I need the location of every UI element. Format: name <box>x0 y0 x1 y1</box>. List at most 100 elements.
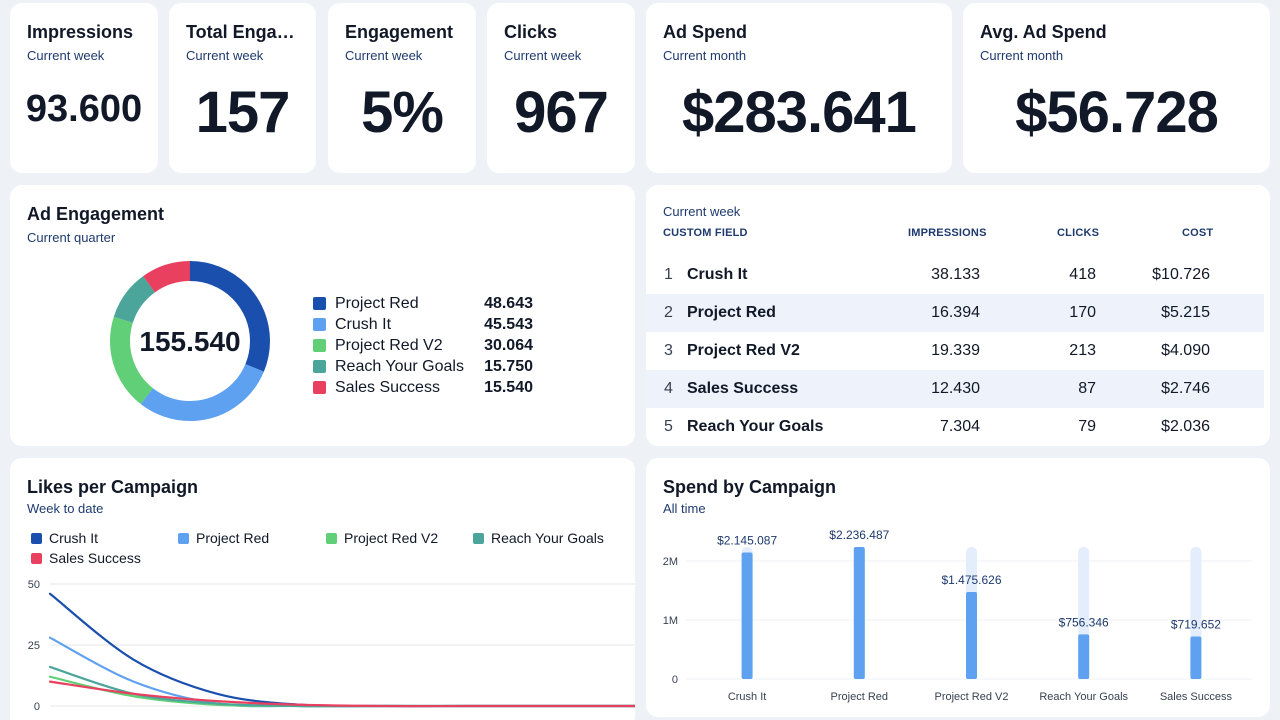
donut-slice-project-red-v2[interactable] <box>110 261 270 421</box>
row-impressions: 19.339 <box>931 342 980 359</box>
kpi-card-impressions: Impressions Current week 93.600 <box>10 3 158 173</box>
kpi-title: Engagement <box>345 22 454 42</box>
row-index: 5 <box>664 418 673 435</box>
row-name: Crush It <box>687 266 748 283</box>
table-subtitle: Current week <box>663 204 741 219</box>
campaign-table-card: Current week CUSTOM FIELD IMPRESSIONS CL… <box>646 185 1270 446</box>
bar-value-label: $719.652 <box>1171 618 1221 632</box>
kpi-title: Avg. Ad Spend <box>980 22 1107 42</box>
legend-item[interactable]: Reach Your Goals <box>473 530 604 546</box>
legend-swatch <box>313 360 326 373</box>
table-row[interactable]: 1 Crush It 38.133 418 $10.726 <box>646 256 1264 294</box>
kpi-subtitle: Current month <box>663 48 747 63</box>
legend-label: Reach Your Goals <box>491 530 604 546</box>
row-clicks: 213 <box>1069 342 1096 359</box>
kpi-subtitle: Current week <box>345 48 423 63</box>
y-tick-label: 1M <box>663 615 678 627</box>
row-cost: $2.036 <box>1161 418 1210 435</box>
kpi-subtitle: Current month <box>980 48 1064 63</box>
legend-swatch <box>313 318 326 331</box>
legend-swatch <box>313 339 326 352</box>
kpi-value: $283.641 <box>682 80 917 145</box>
row-cost: $2.746 <box>1161 380 1210 397</box>
row-name: Project Red V2 <box>687 342 800 359</box>
kpi-title: Total Engagements <box>186 22 300 42</box>
kpi-card-ad-spend: Ad Spend Current month $283.641 <box>646 3 952 173</box>
bar-crush-it[interactable] <box>741 552 753 679</box>
legend-item[interactable]: Sales Success <box>31 550 141 566</box>
card-title: Ad Engagement <box>27 204 165 224</box>
legend-value: 30.064 <box>484 336 533 354</box>
x-category-label: Project Red V2 <box>935 691 1009 703</box>
kpi-title: Ad Spend <box>663 22 747 42</box>
x-category-label: Project Red <box>831 691 888 703</box>
kpi-title: Impressions <box>27 22 134 42</box>
kpi-value: 93.600 <box>25 88 143 130</box>
legend-item[interactable]: Crush It <box>31 530 98 546</box>
card-subtitle: All time <box>663 501 706 516</box>
row-index: 1 <box>664 266 673 283</box>
line-series-crush-it[interactable] <box>48 592 635 708</box>
line-series-reach-your-goals[interactable] <box>48 665 635 708</box>
spend-chart-card: Spend by Campaign All time 0 1M 2M $2.145.0… <box>646 458 1270 717</box>
kpi-card-avg-ad-spend: Avg. Ad Spend Current month $56.728 <box>963 3 1270 173</box>
y-tick-label: 50 <box>28 579 40 591</box>
row-cost: $5.215 <box>1161 304 1210 321</box>
legend-label: Project Red V2 <box>335 336 443 354</box>
legend-label: Project Red V2 <box>344 530 439 546</box>
line-series-project-red-v2[interactable] <box>48 675 635 708</box>
bar-reach-your-goals[interactable] <box>1078 634 1090 679</box>
table-row[interactable]: 4 Sales Success 12.430 87 $2.746 <box>646 370 1264 408</box>
y-tick-label: 25 <box>28 640 40 652</box>
kpi-subtitle: Current week <box>186 48 264 63</box>
legend-swatch <box>473 532 484 544</box>
row-clicks: 418 <box>1069 266 1096 283</box>
legend-label: Reach Your Goals <box>335 357 464 375</box>
row-clicks: 170 <box>1069 304 1096 321</box>
table-row[interactable]: 3 Project Red V2 19.339 213 $4.090 <box>646 332 1264 370</box>
bar-value-label: $1.475.626 <box>941 573 1001 587</box>
card-subtitle: Week to date <box>27 501 104 516</box>
legend-swatch <box>31 532 42 544</box>
legend-swatch <box>313 297 326 310</box>
spend-bar-chart: 0 1M 2M $2.145.087 Crush It $2.236.487 Project… <box>663 528 1252 703</box>
likes-line-chart: 50 25 0 <box>28 579 635 713</box>
row-clicks: 87 <box>1078 380 1096 397</box>
bar-project-red[interactable] <box>853 547 865 679</box>
row-index: 2 <box>664 304 673 321</box>
kpi-value: 967 <box>514 80 609 145</box>
donut-slice-crush-it[interactable] <box>110 261 270 421</box>
x-category-label: Reach Your Goals <box>1039 691 1128 703</box>
kpi-subtitle: Current week <box>27 48 105 63</box>
kpi-subtitle: Current week <box>504 48 582 63</box>
kpi-value: $56.728 <box>1015 80 1219 145</box>
bar-value-label: $2.236.487 <box>829 528 889 542</box>
legend-item[interactable]: Project Red V2 <box>326 530 438 546</box>
bar-project-red-v2[interactable] <box>966 591 977 679</box>
legend-swatch <box>326 532 337 544</box>
legend-label: Crush It <box>335 315 392 333</box>
bar-value-label: $756.346 <box>1059 615 1109 629</box>
legend-swatch <box>178 532 189 544</box>
ad-engagement-card: Ad Engagement Current quarter 155.540 Pr… <box>10 185 635 446</box>
legend-swatch <box>31 552 42 564</box>
bar-sales-success[interactable] <box>1190 636 1202 679</box>
row-cost: $10.726 <box>1152 266 1210 283</box>
table-row[interactable]: 2 Project Red 16.394 170 $5.215 <box>646 294 1264 332</box>
table-row[interactable]: 5 Reach Your Goals 7.304 79 $2.036 <box>646 408 1264 446</box>
row-clicks: 79 <box>1078 418 1096 435</box>
legend-swatch <box>313 381 326 394</box>
y-tick-label: 2M <box>663 556 678 568</box>
row-impressions: 12.430 <box>931 380 980 397</box>
row-cost: $4.090 <box>1161 342 1210 359</box>
legend-item[interactable]: Project Red <box>178 530 269 546</box>
donut-slice-sales-success[interactable] <box>110 261 270 421</box>
line-series-sales-success[interactable] <box>48 680 635 708</box>
column-header-clicks[interactable]: CLICKS <box>1057 227 1100 239</box>
column-header-impressions[interactable]: IMPRESSIONS <box>908 227 987 239</box>
column-header-field[interactable]: CUSTOM FIELD <box>663 227 748 239</box>
column-header-cost[interactable]: COST <box>1182 227 1214 239</box>
row-index: 4 <box>664 380 673 397</box>
legend-item: Reach Your Goals 15.750 <box>313 356 533 377</box>
legend-item: Sales Success 15.540 <box>313 377 533 398</box>
